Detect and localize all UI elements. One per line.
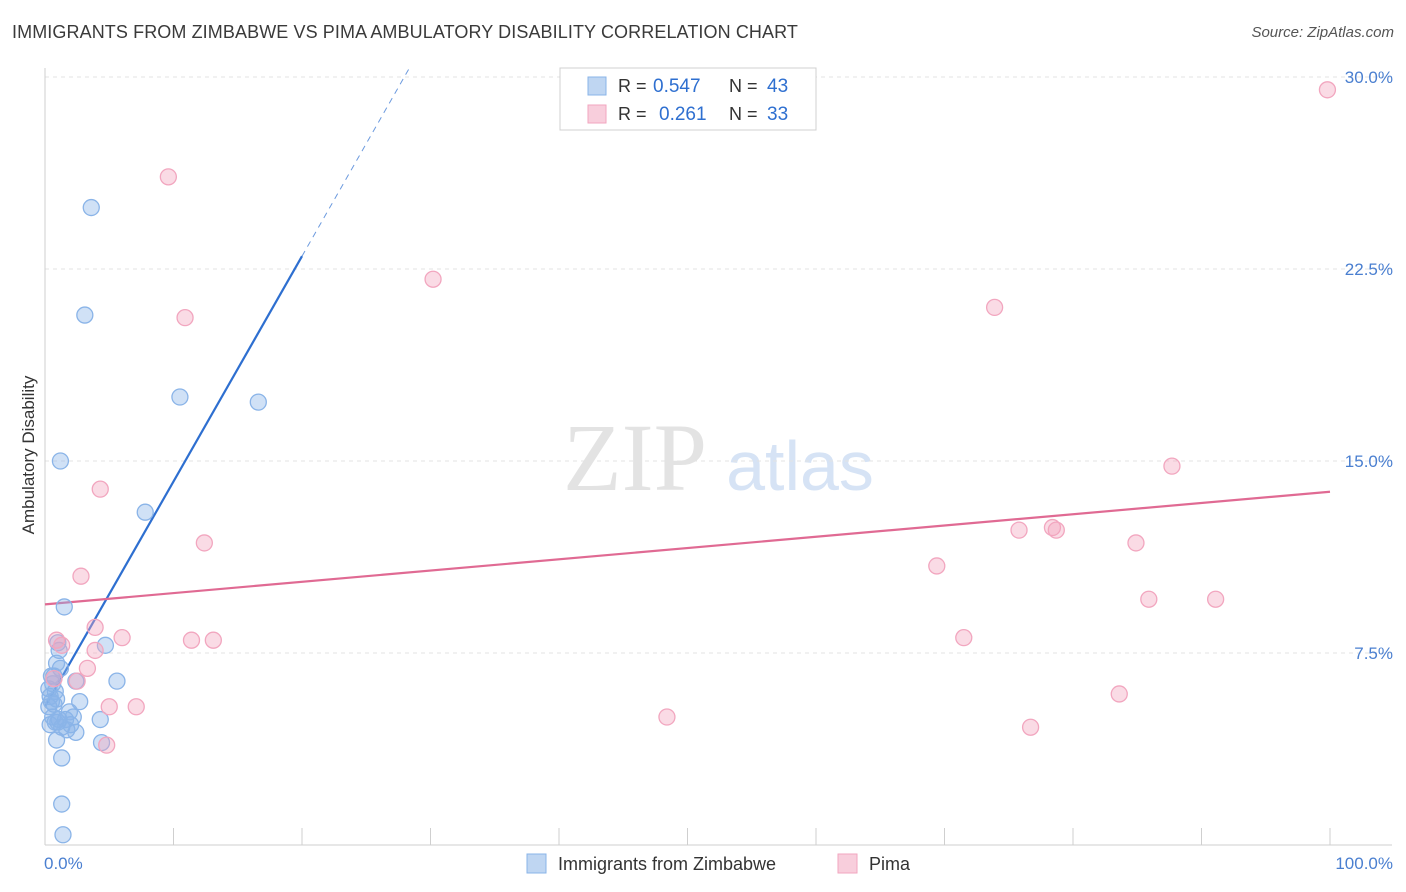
zimbabwe-point bbox=[108, 672, 126, 690]
r-value: 0.547 bbox=[653, 76, 701, 97]
r-label: R = bbox=[618, 76, 647, 96]
pima-point bbox=[91, 480, 109, 498]
zimbabwe-point bbox=[54, 826, 72, 844]
pima-point bbox=[1163, 457, 1181, 475]
pima-point bbox=[86, 641, 104, 660]
chart-title: IMMIGRANTS FROM ZIMBABWE VS PIMA AMBULAT… bbox=[12, 22, 798, 42]
pima-point bbox=[1110, 685, 1128, 703]
series-legend: Immigrants from Zimbabwe Pima bbox=[526, 853, 911, 874]
watermark-atlas: atlas bbox=[726, 427, 874, 505]
pima-point bbox=[86, 618, 104, 637]
pima-point bbox=[78, 659, 97, 678]
x-tick-label: 100.0% bbox=[1335, 854, 1393, 873]
axes bbox=[44, 68, 1392, 846]
watermark-zip: ZIP bbox=[563, 404, 707, 511]
pima-point bbox=[1010, 521, 1028, 539]
pima-point bbox=[113, 628, 131, 647]
pima-point bbox=[53, 636, 71, 654]
pima-point bbox=[182, 631, 201, 649]
x-tick-labels: 0.0% 100.0% bbox=[44, 854, 1393, 873]
pima-point bbox=[68, 672, 86, 690]
zimbabwe-point bbox=[64, 708, 82, 726]
pima-point bbox=[204, 631, 222, 649]
pima-point bbox=[1047, 521, 1065, 539]
pima-point bbox=[159, 168, 178, 186]
pima-point bbox=[955, 628, 973, 647]
zimbabwe-point bbox=[40, 680, 58, 698]
zimbabwe-point bbox=[55, 598, 73, 616]
pima-point bbox=[424, 270, 442, 288]
y-tick-label: 7.5% bbox=[1354, 644, 1393, 663]
pima-point bbox=[100, 698, 118, 716]
pima-point bbox=[47, 631, 66, 649]
y-tick-labels: 7.5% 15.0% 22.5% 30.0% bbox=[1345, 68, 1393, 663]
y-tick-label: 30.0% bbox=[1345, 68, 1393, 87]
zimbabwe-trend-extension bbox=[301, 69, 410, 257]
zimbabwe-point bbox=[53, 749, 71, 767]
n-label: N = bbox=[729, 76, 758, 96]
n-value: 43 bbox=[767, 76, 788, 97]
n-label: N = bbox=[729, 104, 758, 124]
pima-series-label: Pima bbox=[869, 854, 911, 874]
zimbabwe-point bbox=[45, 695, 63, 713]
pima-legend-swatch bbox=[587, 104, 607, 124]
zimbabwe-point bbox=[136, 503, 154, 521]
zimbabwe-point bbox=[91, 710, 109, 729]
pima-point bbox=[1140, 590, 1158, 608]
pima-point bbox=[176, 308, 194, 327]
pima-point bbox=[985, 298, 1004, 317]
y-tick-label: 22.5% bbox=[1345, 260, 1393, 279]
source-label: Source: ZipAtlas.com bbox=[1251, 24, 1394, 41]
pima-point bbox=[658, 708, 676, 726]
zimbabwe-point bbox=[249, 393, 267, 411]
pima-trend-line bbox=[44, 490, 1331, 606]
zimbabwe-point bbox=[49, 713, 67, 731]
zimbabwe-point bbox=[82, 198, 100, 217]
data-points bbox=[40, 81, 1337, 844]
zimbabwe-point bbox=[67, 723, 85, 742]
n-value: 33 bbox=[767, 104, 788, 125]
r-value: 0.261 bbox=[659, 104, 707, 125]
y-tick-label: 15.0% bbox=[1345, 452, 1393, 471]
x-tick-label: 0.0% bbox=[44, 854, 83, 873]
zimbabwe-point bbox=[51, 659, 70, 678]
zimbabwe-point bbox=[53, 795, 71, 813]
pima-point bbox=[45, 669, 63, 688]
zimbabwe-series-label: Immigrants from Zimbabwe bbox=[558, 854, 776, 874]
pima-point bbox=[127, 698, 145, 716]
stats-legend: R = 0.547 N = 43 R = 0.261 N = 33 bbox=[559, 67, 817, 131]
pima-point bbox=[1318, 81, 1337, 99]
zimbabwe-point bbox=[171, 388, 189, 406]
pima-point bbox=[1206, 590, 1225, 608]
zimbabwe-point bbox=[96, 636, 115, 654]
pima-point bbox=[195, 534, 213, 552]
watermark: ZIP atlas bbox=[563, 404, 874, 511]
zimbabwe-trend-line bbox=[44, 255, 303, 708]
zimbabwe-point bbox=[76, 306, 94, 324]
pima-point bbox=[928, 557, 946, 575]
pima-point bbox=[1021, 718, 1040, 736]
zimbabwe-point bbox=[47, 731, 66, 749]
pima-series-swatch bbox=[837, 853, 858, 874]
zimbabwe-legend-swatch bbox=[587, 76, 607, 96]
pima-point bbox=[1127, 534, 1145, 552]
zimbabwe-point bbox=[71, 692, 89, 711]
pima-point bbox=[72, 567, 90, 585]
gridlines bbox=[45, 76, 1392, 654]
zimbabwe-series-swatch bbox=[526, 853, 547, 874]
pima-point bbox=[98, 736, 116, 754]
y-axis-label: Ambulatory Disability bbox=[19, 375, 38, 534]
zimbabwe-point bbox=[51, 452, 70, 470]
r-label: R = bbox=[618, 104, 647, 124]
trend-lines bbox=[44, 69, 1331, 708]
